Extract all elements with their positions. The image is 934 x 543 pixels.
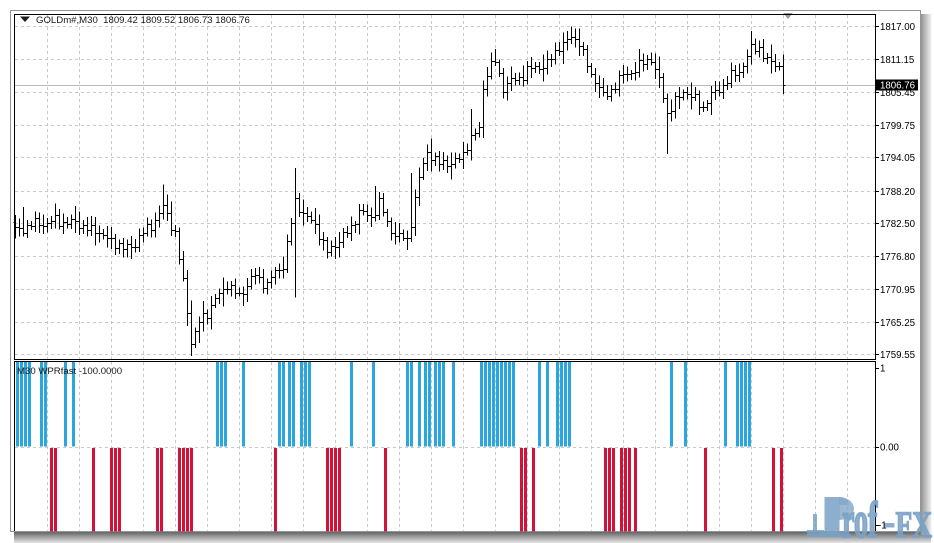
- svg-text:1770.95: 1770.95: [880, 285, 915, 296]
- svg-text:1805.45: 1805.45: [880, 88, 915, 99]
- svg-text:FX: FX: [896, 505, 933, 543]
- svg-text:0.00: 0.00: [880, 443, 899, 454]
- svg-text:M30 WPRfast -100.0000: M30 WPRfast -100.0000: [17, 366, 122, 377]
- svg-text:1782.50: 1782.50: [880, 219, 916, 230]
- svg-text:1: 1: [880, 364, 885, 375]
- svg-text:1788.20: 1788.20: [880, 187, 916, 198]
- svg-text:1799.75: 1799.75: [880, 121, 915, 132]
- svg-text:1794.05: 1794.05: [880, 153, 915, 164]
- svg-text:GOLDm#,M30 1809.42 1809.52 18: GOLDm#,M30 1809.42 1809.52 1806.73 1806.…: [36, 15, 250, 26]
- svg-text:-1: -1: [878, 521, 887, 532]
- svg-text:1817.00: 1817.00: [880, 22, 916, 33]
- svg-text:1765.25: 1765.25: [880, 318, 915, 329]
- svg-text:1811.15: 1811.15: [880, 55, 914, 66]
- svg-text:1806.76: 1806.76: [880, 81, 915, 92]
- svg-text:1759.55: 1759.55: [880, 350, 915, 361]
- svg-text:rof: rof: [842, 491, 878, 543]
- svg-text:1776.80: 1776.80: [880, 252, 916, 263]
